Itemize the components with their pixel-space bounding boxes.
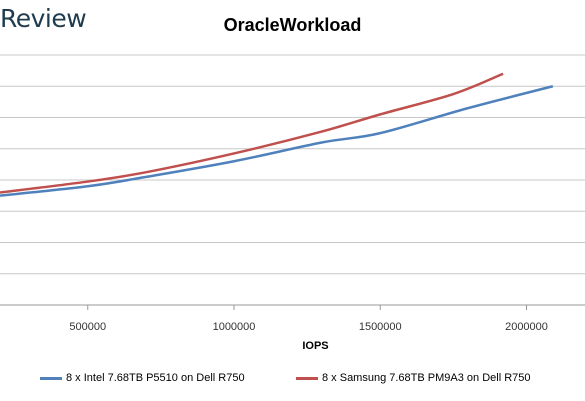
legend-swatch-intel: [40, 376, 62, 380]
x-tick-label: 500000: [69, 321, 106, 333]
legend-item-intel: 8 x Intel 7.68TB P5510 on Dell R750: [40, 372, 245, 384]
legend: 8 x Intel 7.68TB P5510 on Dell R750 8 x …: [0, 372, 585, 390]
chart-title: OracleWorkload: [223, 15, 362, 35]
x-axis-title: IOPS: [302, 340, 328, 352]
series-line-samsung: [0, 72, 504, 194]
series-line-intel: [0, 85, 554, 197]
legend-swatch-samsung: [296, 376, 318, 380]
x-tick-label: 1500000: [359, 321, 402, 333]
legend-item-samsung: 8 x Samsung 7.68TB PM9A3 on Dell R750: [296, 372, 531, 384]
legend-label-samsung: 8 x Samsung 7.68TB PM9A3 on Dell R750: [322, 372, 531, 384]
x-tick-label: 1000000: [213, 321, 256, 333]
legend-label-intel: 8 x Intel 7.68TB P5510 on Dell R750: [66, 372, 245, 384]
brand-logo: Review: [0, 4, 87, 33]
x-tick-label: 2000000: [505, 321, 548, 333]
